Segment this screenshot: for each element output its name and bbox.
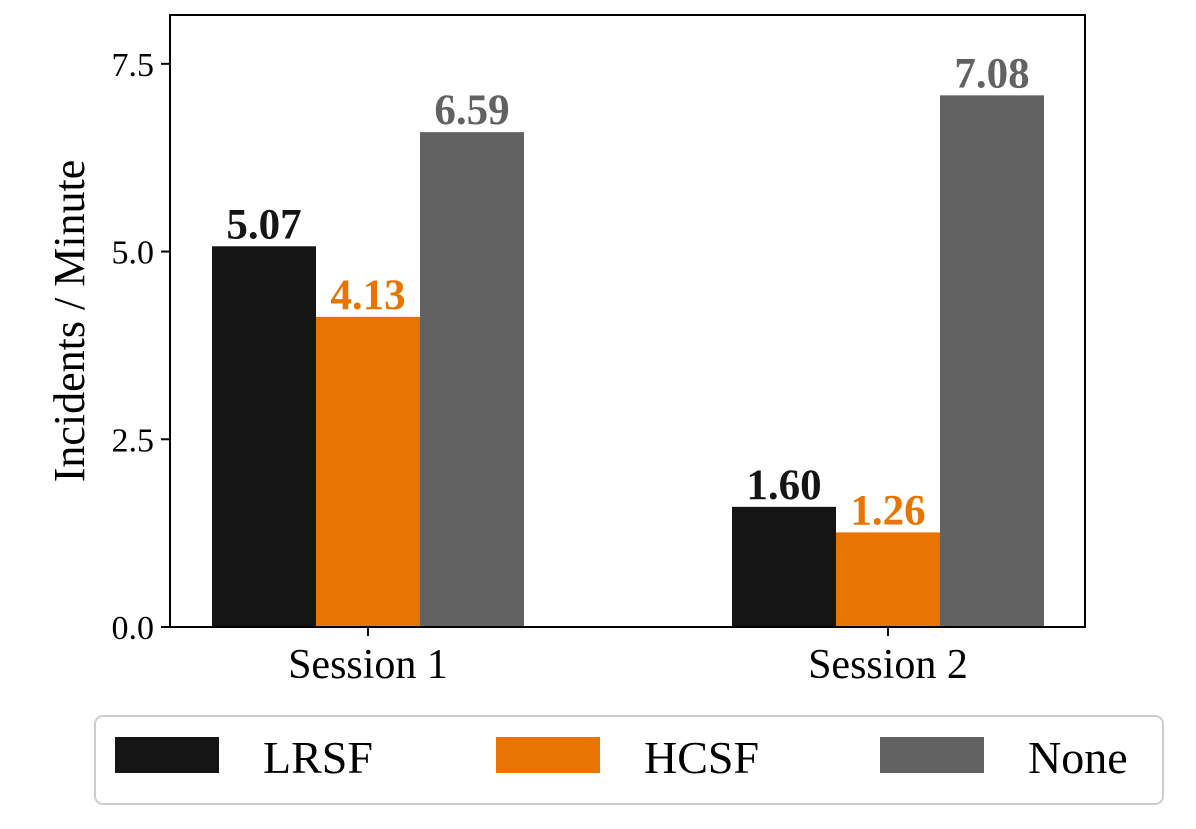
x-tick-label: Session 1 [288,642,448,688]
data-label-none-2: 7.08 [954,50,1029,97]
plot-frame [169,14,1086,628]
x-axis-ticks: Session 1 Session 2 [288,627,968,688]
bar-hcsf-1 [316,316,420,627]
data-label-lrsf-1: 5.07 [226,201,301,248]
legend-swatch-none [880,737,984,773]
legend-label-lrsf: LRSF [263,732,373,783]
legend: LRSF HCSF None [94,715,1164,805]
y-tick-label: 2.5 [112,422,155,459]
y-tick-label: 7.5 [112,47,155,84]
bar-hcsf-2 [836,532,940,627]
data-label-lrsf-2: 1.60 [746,462,821,509]
data-label-hcsf-2: 1.26 [850,487,925,534]
y-axis-ticks: 0.0 2.5 5.0 7.5 [112,47,170,647]
bars-layer [212,95,1044,628]
data-labels: 5.07 4.13 6.59 1.60 1.26 7.08 [226,50,1029,534]
y-tick-label: 0.0 [112,610,155,647]
y-tick-label: 5.0 [112,235,155,272]
bar-lrsf-1 [212,246,316,627]
data-label-hcsf-1: 4.13 [330,272,405,319]
data-label-none-1: 6.59 [434,87,509,134]
bar-none-2 [940,95,1044,628]
legend-swatch-hcsf [496,737,600,773]
legend-items: LRSF HCSF None [115,732,1128,783]
legend-swatch-lrsf [115,737,219,773]
bar-none-1 [420,132,524,627]
x-tick-label: Session 2 [808,642,968,688]
legend-label-none: None [1028,732,1128,783]
y-axis-label: Incidents / Minute [45,160,94,483]
bar-lrsf-2 [732,506,836,627]
legend-frame [94,715,1164,805]
legend-label-hcsf: HCSF [644,732,759,783]
